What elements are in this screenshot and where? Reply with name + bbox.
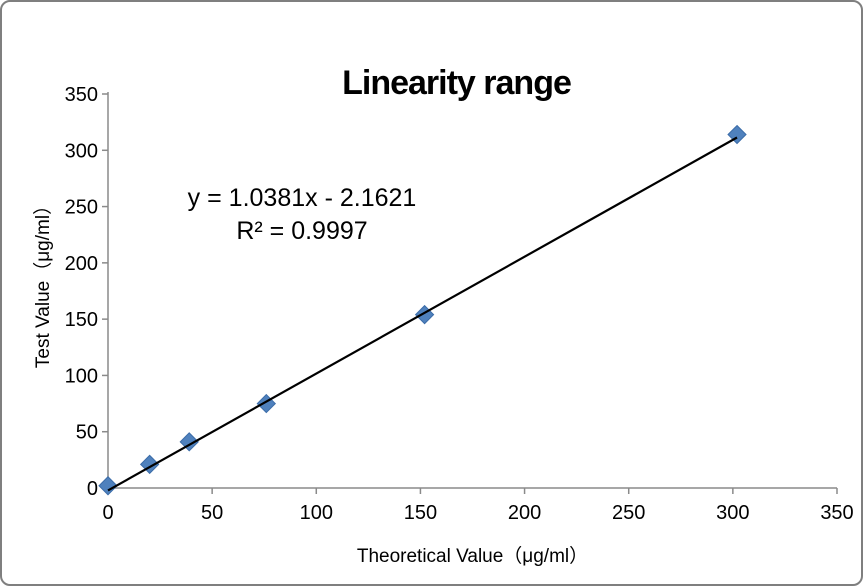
chart-title: Linearity range [342,64,572,102]
y-tick-label: 100 [65,365,98,387]
x-tick-label: 100 [300,502,333,524]
x-tick-label: 350 [820,502,853,524]
y-tick-label: 0 [87,478,98,500]
trendline [107,136,738,492]
data-point [139,454,160,475]
x-tick-label: 0 [102,502,113,524]
y-tick-label: 350 [65,84,98,106]
x-axis-title: Theoretical Value（μg/ml） [356,546,589,567]
r-squared-value: R² = 0.9997 [236,217,368,245]
x-tick-label: 50 [201,502,223,524]
trendline-annotation: y = 1.0381x - 2.1621 R² = 0.9997 [142,182,462,248]
x-tick-label: 250 [612,502,645,524]
y-tick-label: 250 [65,197,98,219]
data-point [179,432,199,452]
y-tick-label: 50 [76,422,98,444]
data-point [256,393,277,414]
y-tick-label: 150 [65,309,98,331]
y-axis-title: Test Value（μg/ml） [33,195,54,369]
y-tick-label: 300 [65,140,98,162]
y-tick-label: 200 [65,253,98,275]
x-tick-label: 300 [716,502,749,524]
x-tick-label: 200 [508,502,541,524]
x-tick-label: 150 [404,502,437,524]
trendline-equation: y = 1.0381x - 2.1621 [187,184,417,212]
data-point [98,476,118,496]
data-point [727,124,747,145]
